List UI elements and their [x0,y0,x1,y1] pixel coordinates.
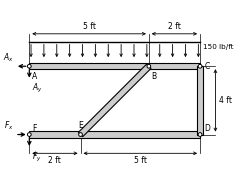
Circle shape [27,133,31,136]
Text: 5 ft: 5 ft [134,156,147,165]
Circle shape [79,133,83,136]
Text: 2 ft: 2 ft [48,156,61,165]
Polygon shape [197,66,203,134]
Polygon shape [29,131,200,138]
Circle shape [198,64,202,68]
Text: 2 ft: 2 ft [168,22,181,31]
Circle shape [147,64,151,68]
Text: F: F [32,124,37,133]
Text: D: D [204,124,210,133]
Text: A: A [32,72,37,81]
Text: $F_x$: $F_x$ [4,120,14,132]
Text: C: C [204,62,209,71]
Text: 150 lb/ft: 150 lb/ft [203,44,233,50]
Text: 5 ft: 5 ft [83,22,96,31]
Polygon shape [78,64,151,137]
Polygon shape [29,63,200,69]
Text: 4 ft: 4 ft [219,96,232,105]
Circle shape [198,133,202,136]
Text: $A_x$: $A_x$ [3,52,14,64]
Circle shape [27,64,31,68]
Text: B: B [151,72,156,81]
Text: $F_y$: $F_y$ [32,151,42,164]
Text: E: E [78,121,83,130]
Text: $A_y$: $A_y$ [32,82,43,95]
